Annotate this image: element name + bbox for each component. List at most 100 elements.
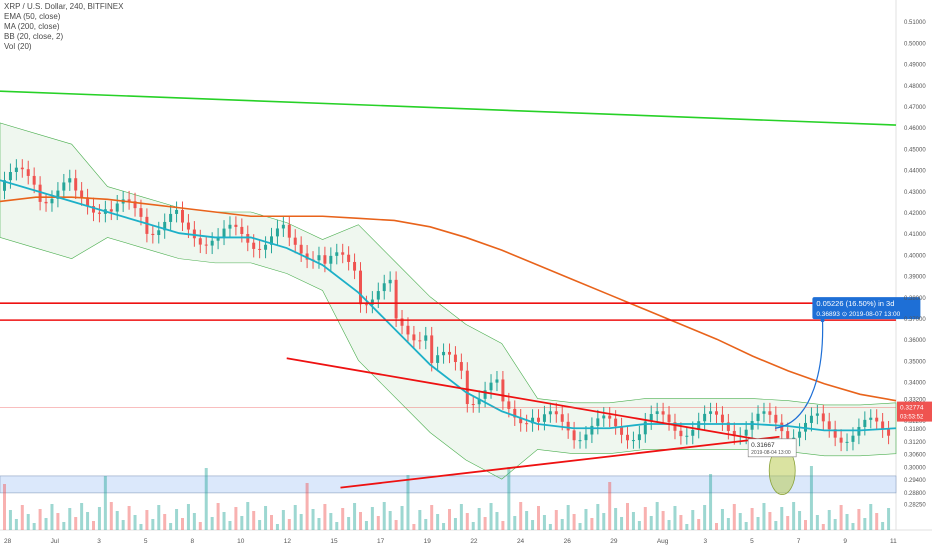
volume-bar [768,512,772,530]
ema50-line [0,179,897,432]
candle-body [661,411,665,415]
volume-bar [590,518,594,530]
volume-bar [329,513,333,530]
ma-legend[interactable]: MA (200, close) [4,22,60,31]
candle-body [258,248,262,250]
price-tick: 0.44000 [904,169,926,175]
countdown-value: 03:53:52 [900,415,924,421]
candle-body [786,431,790,439]
volume-bar [14,519,18,530]
candle-body [287,224,291,238]
symbol-title: XRP / U.S. Dollar, 240, BITFINEX [4,2,124,11]
volume-bar [240,516,244,530]
measure-main-label: 0.05226 (16.50%) in 3d [816,299,894,308]
price-tick: 0.47000 [904,105,926,111]
candle-body [649,414,653,422]
volume-bar [287,519,291,530]
volume-bar [637,521,641,530]
candle-body [673,422,677,431]
volume-bar [210,517,214,530]
volume-bar [222,512,226,530]
vol-legend[interactable]: Vol (20) [4,42,32,51]
volume-bar [133,515,137,530]
candle-body [537,417,540,422]
volume-bar [649,516,653,530]
time-tick: 9 [843,538,847,545]
ema-legend[interactable]: EMA (50, close) [4,12,61,21]
price-tick: 0.49000 [904,63,926,69]
candle-body [685,435,689,437]
candle-body [347,254,351,262]
green-trendline [0,90,897,126]
candle-body [145,216,149,234]
bb-legend[interactable]: BB (20, close, 2) [4,32,64,41]
candle-body [845,441,849,443]
candle-body [483,390,487,399]
candle-body [412,334,416,341]
time-tick: 26 [564,538,572,545]
candle-body [679,430,683,437]
volume-bar [780,507,784,530]
volume-bar [869,504,873,530]
candle-body [424,335,428,341]
price-tick: 0.42000 [904,211,926,217]
candle-body [471,404,475,406]
price-axis [896,0,932,550]
volume-bar [139,524,143,530]
volume-bar [792,502,796,530]
candle-body [697,421,701,430]
volume-bar [459,504,463,530]
candle-body [376,291,380,300]
time-tick: 22 [470,538,478,545]
candle-body [525,423,529,425]
wedge-lower-line [340,435,780,489]
volume-bar [62,522,66,530]
candle-body [26,169,30,176]
candle-body [566,421,570,431]
volume-bar [32,523,36,530]
candle-body [97,212,101,214]
volume-bar [151,519,155,530]
volume-bar [430,505,434,530]
candle-body [246,233,250,243]
candle-body [774,414,778,423]
candle-body [881,421,885,430]
volume-bar [115,511,119,530]
point-box [747,438,797,458]
volume-bar [804,520,807,530]
volume-bar [204,468,208,530]
candle-body [756,413,760,422]
candle-body [667,414,671,423]
candle-body [548,411,552,415]
time-tick: 12 [284,538,292,545]
candle-body [584,434,588,441]
volume-bar [305,483,309,530]
candle-body [436,355,440,363]
candle-body [626,434,629,441]
candle-body [720,414,724,423]
volume-bar [513,516,517,530]
volume-bar [655,502,659,530]
candle-body [388,279,392,284]
time-tick: 24 [517,538,525,545]
candle-body [8,172,12,181]
volume-bar [620,517,624,530]
volume-bar [68,508,72,530]
candle-body [709,411,713,414]
price-tick: 0.38000 [904,296,926,302]
candle-body [851,435,855,442]
time-tick: 3 [97,538,101,545]
volume-bar [709,474,713,530]
candle-body [833,429,837,438]
candle-body [335,252,339,256]
volume-bar [697,519,701,530]
price-tick: 0.41000 [904,232,926,238]
volume-bar [661,511,665,530]
candle-body [744,429,748,436]
volume-bar [394,520,398,530]
volume-bar [614,508,618,530]
candle-body [382,283,386,292]
price-tick: 0.30600 [904,453,926,459]
